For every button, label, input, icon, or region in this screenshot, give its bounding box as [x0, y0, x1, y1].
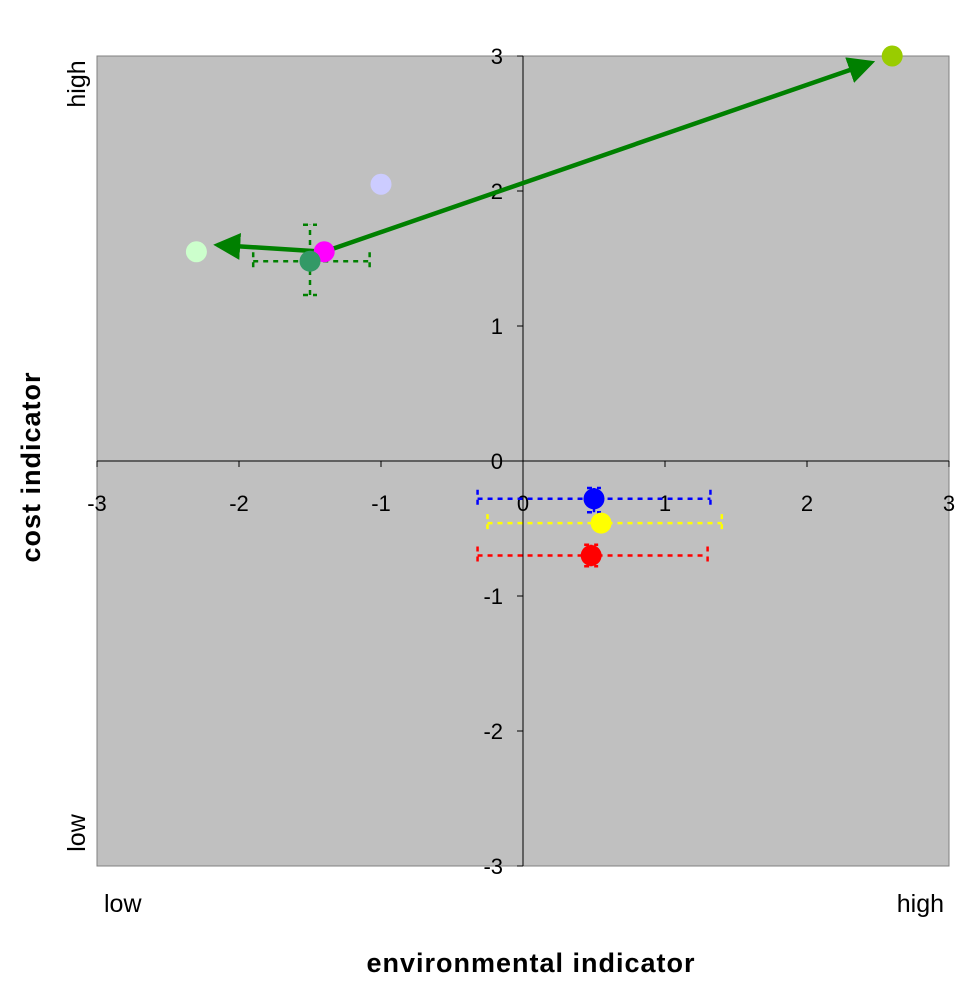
data-point [299, 250, 321, 272]
data-point [590, 512, 612, 534]
data-point [583, 488, 605, 510]
trend-arrow [213, 232, 325, 260]
data-point [185, 241, 207, 263]
y-tick-label: -2 [483, 719, 503, 744]
y-tick-label: -1 [483, 584, 503, 609]
y-tick-label: 3 [491, 44, 503, 69]
y-low-label: low [63, 813, 91, 851]
x-tick-label: -1 [371, 491, 391, 516]
trend-arrow [323, 57, 876, 254]
data-point [370, 173, 392, 195]
y-high-label: high [63, 60, 91, 107]
tick-labels: -3-2-101233210-1-2-3 [87, 44, 955, 879]
y-tick-label: 0 [491, 449, 503, 474]
y-tick-label: -3 [483, 854, 503, 879]
x-tick-label: 2 [801, 491, 813, 516]
x-tick-label: -2 [229, 491, 249, 516]
x-axis-title: environmental indicator [366, 948, 695, 978]
data-point [580, 545, 602, 566]
axes [96, 55, 950, 867]
data-point [881, 45, 903, 67]
arrows [213, 57, 876, 260]
x-high-label: high [897, 890, 944, 918]
data-points [185, 45, 903, 566]
x-tick-label: 3 [943, 491, 955, 516]
y-axis-title: cost indicator [16, 371, 46, 562]
x-low-label: low [104, 890, 142, 918]
x-tick-label: 0 [517, 491, 529, 516]
x-tick-label: -3 [87, 491, 107, 516]
y-tick-label: 1 [491, 314, 503, 339]
x-tick-label: 1 [659, 491, 671, 516]
